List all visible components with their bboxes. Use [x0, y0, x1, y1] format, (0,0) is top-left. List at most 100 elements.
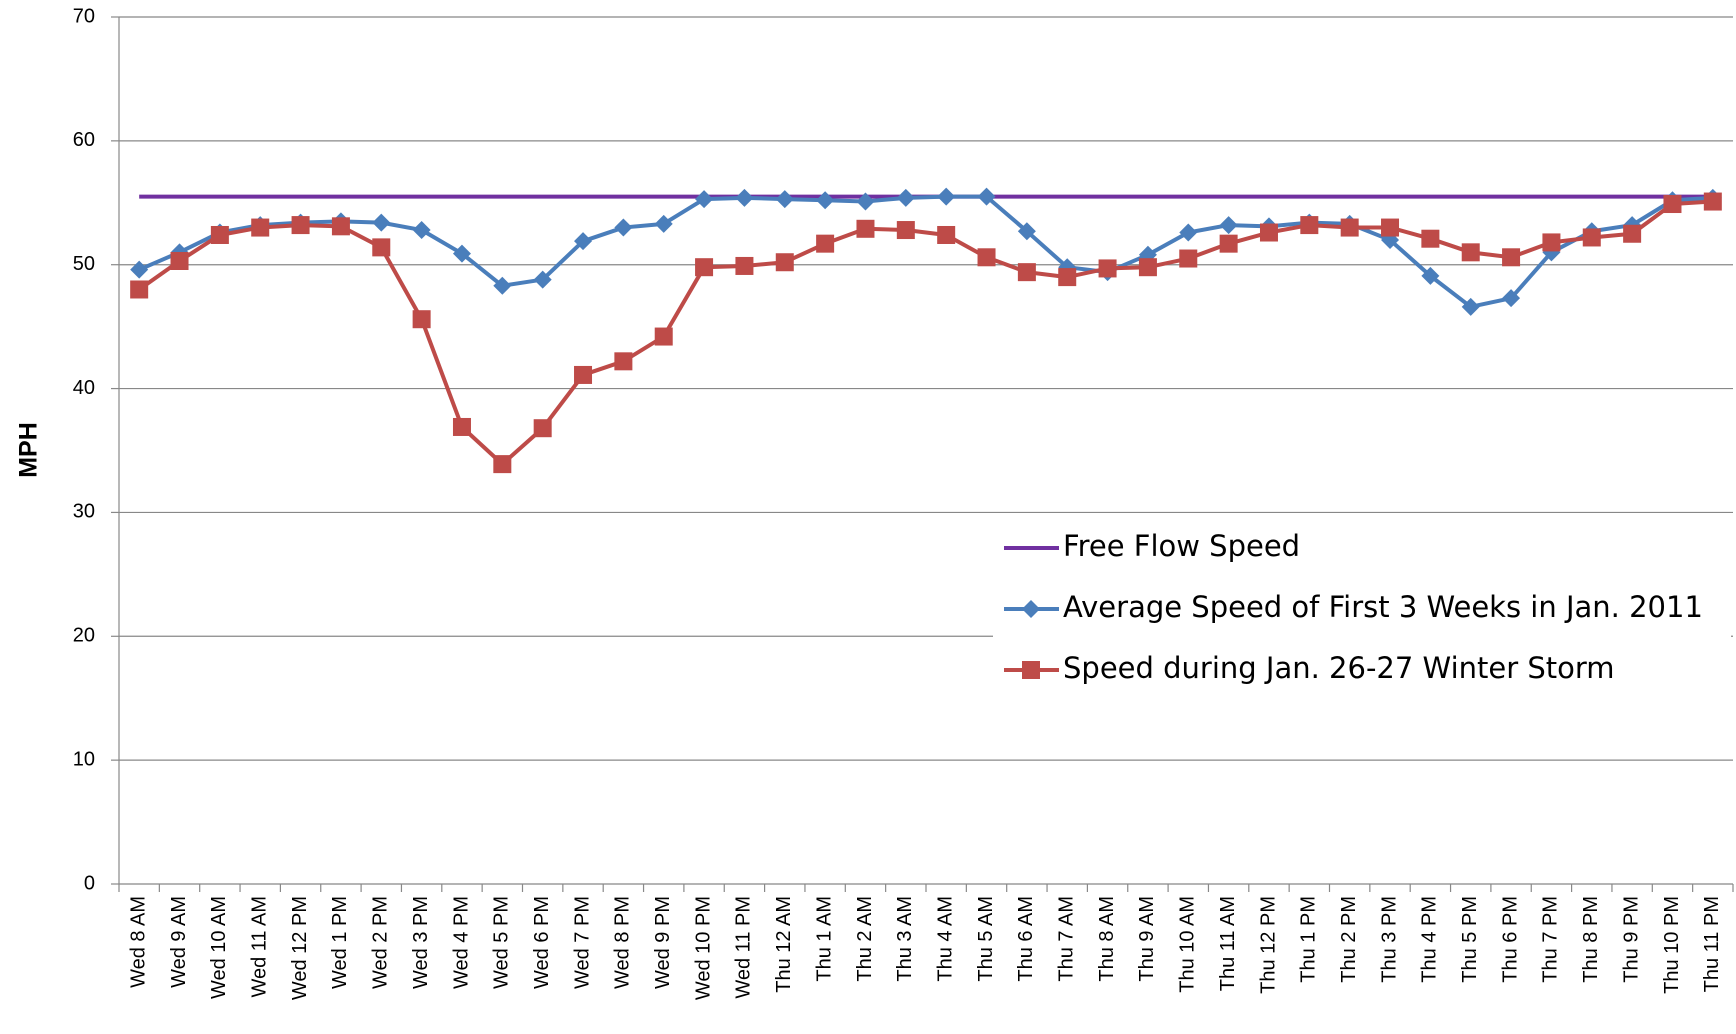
x-tick-label: Wed 9 AM: [168, 896, 190, 988]
x-tick-label: Thu 10 AM: [1177, 896, 1199, 993]
x-tick-label: Thu 1 PM: [1298, 896, 1320, 983]
x-tick-label: Thu 10 PM: [1661, 896, 1683, 994]
x-tick-label: Thu 11 AM: [1217, 896, 1239, 991]
x-tick-label: Wed 9 PM: [652, 896, 674, 989]
x-tick-label: Thu 2 PM: [1338, 896, 1360, 983]
x-tick-label: Wed 5 PM: [491, 896, 513, 989]
data-point: [1703, 192, 1722, 211]
x-tick-label: Wed 11 AM: [249, 896, 271, 998]
data-point: [1179, 249, 1198, 268]
x-tick-label: Thu 6 PM: [1499, 896, 1521, 983]
series-line: [138, 194, 1713, 309]
x-tick-label: Wed 3 PM: [410, 896, 432, 989]
data-point: [856, 192, 875, 211]
data-point: [1259, 223, 1278, 242]
data-point: [695, 258, 714, 277]
x-tick-label: Thu 4 PM: [1419, 896, 1441, 983]
x-tick-label: Thu 12 PM: [1257, 896, 1279, 994]
data-point: [533, 270, 552, 289]
data-point: [452, 244, 471, 263]
data-point: [372, 238, 391, 257]
y-tick-label: 40: [73, 377, 95, 399]
data-point: [1340, 218, 1359, 237]
x-tick-label: Thu 12 AM: [773, 896, 795, 993]
data-point: [1017, 222, 1036, 241]
x-tick-label: Wed 4 PM: [450, 896, 472, 989]
data-point: [775, 190, 794, 209]
data-point: [614, 218, 633, 237]
x-tick-label: Thu 7 AM: [1056, 896, 1078, 982]
y-tick-label: 50: [73, 253, 95, 275]
y-tick-label: 0: [84, 872, 95, 894]
data-point: [1300, 216, 1319, 235]
data-point: [130, 260, 149, 279]
legend-box: [993, 521, 1731, 704]
data-point: [937, 225, 956, 244]
legend-marker: [1022, 661, 1040, 679]
y-tick-label: 30: [73, 501, 95, 523]
legend-label: Average Speed of First 3 Weeks in Jan. 2…: [1063, 590, 1703, 624]
data-point: [291, 216, 310, 235]
data-point: [1017, 263, 1036, 282]
data-point: [1502, 248, 1521, 267]
data-point: [1058, 268, 1077, 287]
data-point: [856, 219, 875, 238]
data-point: [1179, 223, 1198, 242]
x-tick-label: Thu 7 PM: [1540, 896, 1562, 983]
data-point: [130, 280, 149, 299]
x-tick-label: Wed 6 PM: [531, 896, 553, 989]
data-point: [493, 455, 512, 474]
x-tick-label: Thu 5 AM: [975, 896, 997, 982]
data-point: [1138, 258, 1157, 277]
x-tick-label: Thu 4 AM: [934, 896, 956, 982]
y-axis-label: MPH: [15, 422, 43, 478]
data-point: [816, 191, 835, 210]
data-point: [412, 310, 431, 329]
legend-label: Speed during Jan. 26-27 Winter Storm: [1063, 651, 1615, 685]
series-line: [138, 199, 1713, 467]
data-point: [1421, 229, 1440, 248]
x-tick-label: Thu 6 AM: [1015, 896, 1037, 982]
data-point: [372, 213, 391, 232]
x-tick-label: Thu 5 PM: [1459, 896, 1481, 983]
x-tick-label: Wed 7 PM: [571, 896, 593, 989]
data-point: [654, 214, 673, 233]
data-point: [654, 327, 673, 346]
y-tick-label: 60: [73, 129, 95, 151]
data-point: [735, 188, 754, 207]
x-tick-label: Thu 9 PM: [1620, 896, 1642, 983]
x-tick-label: Wed 12 PM: [289, 896, 311, 1000]
data-point: [1138, 245, 1157, 264]
data-point: [1663, 195, 1682, 214]
data-point: [1219, 234, 1238, 253]
data-point: [574, 232, 593, 251]
data-point: [412, 221, 431, 240]
data-point: [331, 217, 350, 236]
data-point: [775, 253, 794, 272]
x-tick-label: Wed 10 PM: [692, 896, 714, 1000]
data-point: [493, 276, 512, 295]
data-point: [614, 352, 633, 371]
x-tick-label: Thu 3 AM: [894, 896, 916, 982]
data-point: [1098, 259, 1117, 278]
data-point: [977, 187, 996, 206]
data-point: [695, 190, 714, 209]
data-point: [170, 251, 189, 270]
data-point: [1421, 266, 1440, 285]
data-point: [896, 188, 915, 207]
x-tick-label: Wed 8 AM: [127, 896, 149, 988]
legend-marker: [1022, 600, 1040, 618]
legend-label: Free Flow Speed: [1063, 529, 1300, 563]
x-tick-label: Wed 11 PM: [733, 896, 755, 999]
y-tick-label: 70: [73, 5, 95, 27]
x-tick-label: Thu 11 PM: [1701, 896, 1723, 992]
x-tick-label: Wed 8 PM: [612, 896, 634, 989]
data-point: [896, 221, 915, 240]
data-point: [574, 365, 593, 384]
data-point: [1381, 218, 1400, 237]
data-point: [1542, 233, 1561, 252]
y-tick-label: 10: [73, 748, 95, 770]
data-point: [210, 225, 229, 244]
